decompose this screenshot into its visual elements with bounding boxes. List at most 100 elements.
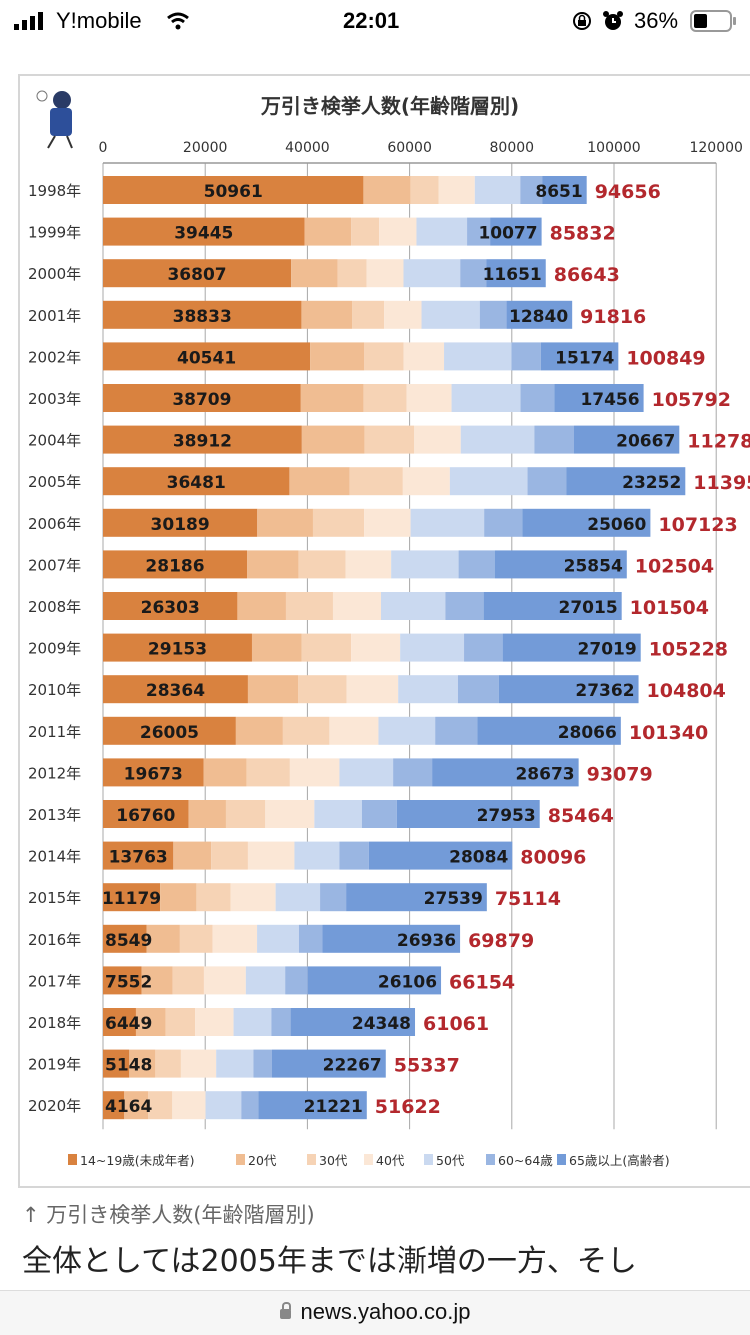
legend-swatch — [364, 1154, 373, 1165]
y-tick-label: 2019年 — [28, 1056, 81, 1074]
bar-segment — [103, 966, 142, 995]
bar-segment — [393, 758, 433, 787]
bar-segment — [403, 342, 445, 371]
y-tick-label: 2015年 — [28, 889, 81, 907]
bar-segment — [421, 300, 480, 329]
bar-segment — [258, 1091, 367, 1120]
bar-segment — [103, 508, 258, 537]
data-label: 38912 — [173, 432, 232, 452]
bar-segment — [103, 592, 238, 620]
bar-segment — [135, 1008, 166, 1036]
bar-segment — [310, 342, 365, 371]
y-tick-label: 2007年 — [28, 556, 81, 574]
data-label: 25060 — [587, 515, 646, 535]
status-bar: Y!mobile 22:01 36% — [0, 0, 750, 42]
bar-segment — [235, 716, 283, 745]
y-tick-label: 2016年 — [28, 931, 81, 949]
bar-segment — [165, 1008, 196, 1036]
bar-segment — [205, 1091, 242, 1120]
data-label: 28186 — [145, 556, 204, 576]
bar-segment — [460, 425, 535, 454]
data-label: 27019 — [578, 640, 637, 660]
y-tick-label: 2018年 — [28, 1014, 81, 1032]
bar-segment — [483, 592, 622, 620]
alarm-icon — [603, 11, 623, 30]
data-label: 22267 — [323, 1056, 382, 1076]
data-label: 8651 — [535, 182, 582, 202]
bar-segment — [460, 259, 487, 288]
bar-segment — [380, 592, 446, 620]
bar-segment — [103, 1049, 130, 1078]
y-tick-label: 2008年 — [28, 598, 81, 616]
data-label: 28084 — [449, 848, 508, 868]
bar-segment — [247, 675, 299, 704]
x-tick-label: 60000 — [387, 140, 432, 156]
bar-segment — [103, 758, 204, 787]
bar-segment — [435, 716, 478, 745]
data-label: 11651 — [483, 265, 542, 285]
bar-segment — [172, 1091, 206, 1120]
url-bar[interactable]: news.yahoo.co.jp — [0, 1290, 750, 1335]
y-tick-label: 2014年 — [28, 848, 81, 866]
total-label: 93079 — [587, 763, 653, 785]
url-text[interactable]: news.yahoo.co.jp — [300, 1299, 471, 1324]
bar-segment — [233, 1008, 272, 1036]
bar-segment — [148, 1091, 173, 1120]
y-tick-label: 2006年 — [28, 515, 81, 533]
legend-label: 20代 — [248, 1153, 277, 1168]
total-label: 55337 — [394, 1055, 460, 1077]
data-label: 7552 — [105, 972, 152, 992]
carrier: Y!mobile — [56, 8, 142, 33]
bar-segment — [379, 217, 417, 246]
bar-segment — [271, 1008, 291, 1036]
bar-segment — [490, 217, 542, 246]
legend-swatch — [236, 1154, 245, 1165]
data-label: 27539 — [424, 889, 483, 909]
x-tick-label: 20000 — [183, 140, 228, 156]
bar-segment — [188, 800, 226, 828]
bar-segment — [391, 550, 459, 579]
bar-segment — [124, 1091, 149, 1120]
total-label: 100849 — [626, 347, 705, 369]
y-tick-label: 2005年 — [28, 473, 81, 491]
data-label: 27953 — [477, 806, 536, 826]
legend-label: 50代 — [436, 1153, 465, 1168]
bar-segment — [312, 508, 365, 537]
bar-segment — [520, 384, 555, 412]
data-label: 26936 — [397, 931, 456, 951]
bar-segment — [520, 176, 543, 204]
data-label: 28673 — [515, 764, 574, 784]
bar-segment — [511, 342, 541, 371]
bar-segment — [346, 675, 399, 704]
article-text: 全体としては2005年までは漸増の一方、そし — [22, 1244, 637, 1279]
y-tick-label: 2013年 — [28, 806, 81, 824]
bar-segment — [289, 467, 350, 496]
data-label: 11179 — [102, 889, 161, 909]
data-label: 39445 — [174, 224, 233, 244]
bar-segment — [566, 467, 686, 496]
data-label: 28364 — [146, 681, 205, 701]
data-label: 4164 — [105, 1097, 152, 1117]
data-label: 16760 — [116, 806, 175, 826]
bar-segment — [225, 800, 266, 828]
x-tick-label: 0 — [99, 140, 108, 156]
bar-segment — [103, 924, 147, 953]
total-label: 105228 — [649, 639, 728, 661]
bar-segment — [573, 425, 680, 454]
bar-segment — [464, 633, 503, 662]
bar-segment — [457, 675, 499, 704]
bar-segment — [432, 758, 579, 787]
clock: 22:01 — [343, 8, 400, 33]
bar-segment — [438, 176, 475, 204]
y-tick-label: 2010年 — [28, 681, 81, 699]
bar-segment — [554, 384, 644, 412]
legend-label: 30代 — [319, 1153, 348, 1168]
bar-segment — [349, 467, 403, 496]
bar-segment — [291, 259, 338, 288]
total-label: 101340 — [629, 722, 708, 744]
bar-segment — [203, 758, 247, 787]
bar-segment — [301, 633, 352, 662]
bar-segment — [445, 592, 484, 620]
data-label: 17456 — [580, 390, 639, 410]
